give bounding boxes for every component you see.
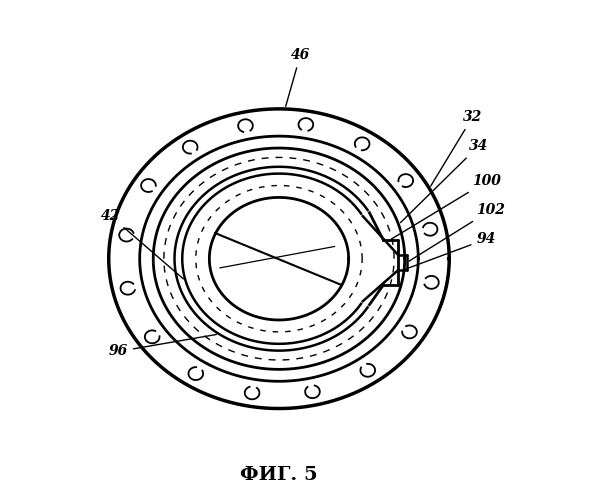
Text: 96: 96 [109, 334, 216, 358]
Text: 102: 102 [409, 203, 505, 261]
Text: ФИГ. 5: ФИГ. 5 [240, 466, 318, 484]
Text: 94: 94 [405, 232, 495, 270]
Text: 100: 100 [392, 174, 501, 239]
Text: 34: 34 [400, 140, 488, 222]
Text: 32: 32 [431, 110, 482, 186]
Text: 42: 42 [101, 209, 184, 279]
Text: 46: 46 [286, 48, 310, 106]
